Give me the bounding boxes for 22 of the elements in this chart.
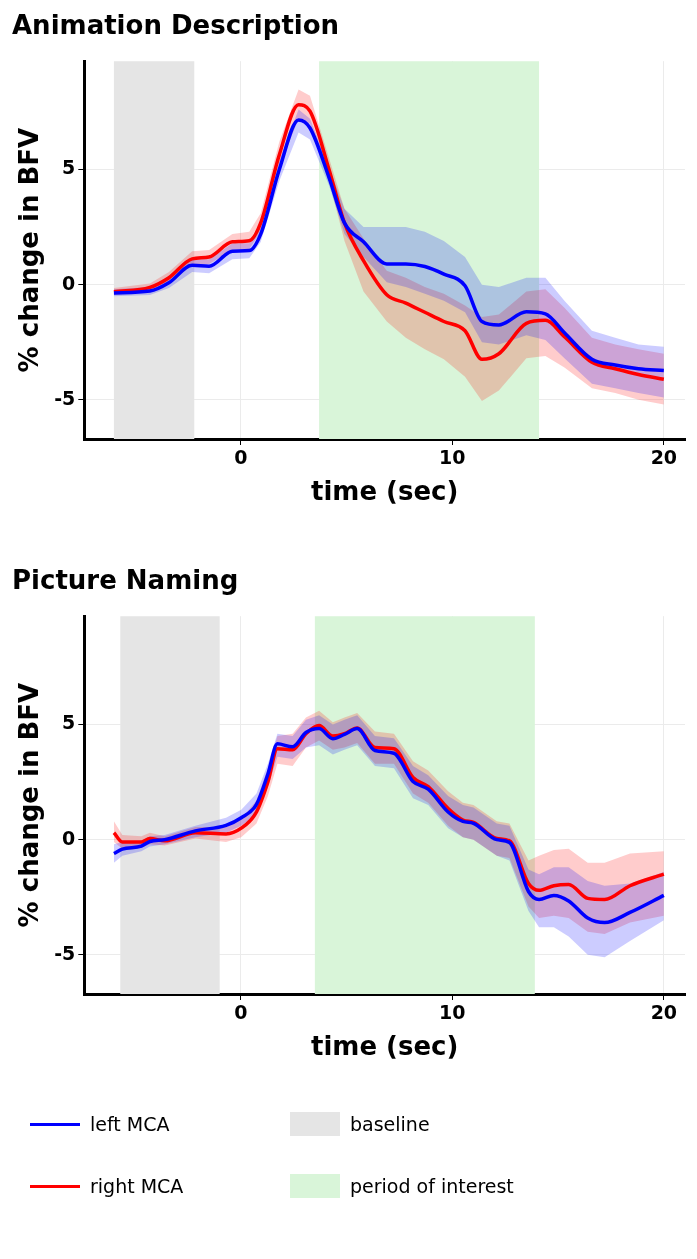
x-axis-title: time (sec) [310,476,459,507]
y-axis-title: % change in BFV [14,127,45,373]
x-tick-label: 20 [650,446,678,469]
legend-label: baseline [350,1113,430,1135]
chart-title: Picture Naming [12,565,239,596]
y-tick-label: 5 [62,711,76,734]
x-tick-label: 20 [650,1001,678,1024]
legend-label: right MCA [90,1175,184,1197]
legend-label: period of interest [350,1175,514,1197]
legend-label: left MCA [90,1113,170,1135]
x-tick-label: 10 [439,1001,466,1024]
y-tick-label: 5 [62,156,76,179]
y-tick-label: 0 [62,271,76,294]
y-tick-label: 0 [62,826,76,849]
y-tick-label: -5 [54,941,76,964]
x-tick-label: 0 [234,446,248,469]
y-axis-title: % change in BFV [14,682,45,928]
chart-title: Animation Description [12,10,340,41]
x-tick-label: 10 [439,446,466,469]
x-axis-title: time (sec) [310,1031,459,1062]
y-tick-label: -5 [54,386,76,409]
x-tick-label: 0 [234,1001,248,1024]
